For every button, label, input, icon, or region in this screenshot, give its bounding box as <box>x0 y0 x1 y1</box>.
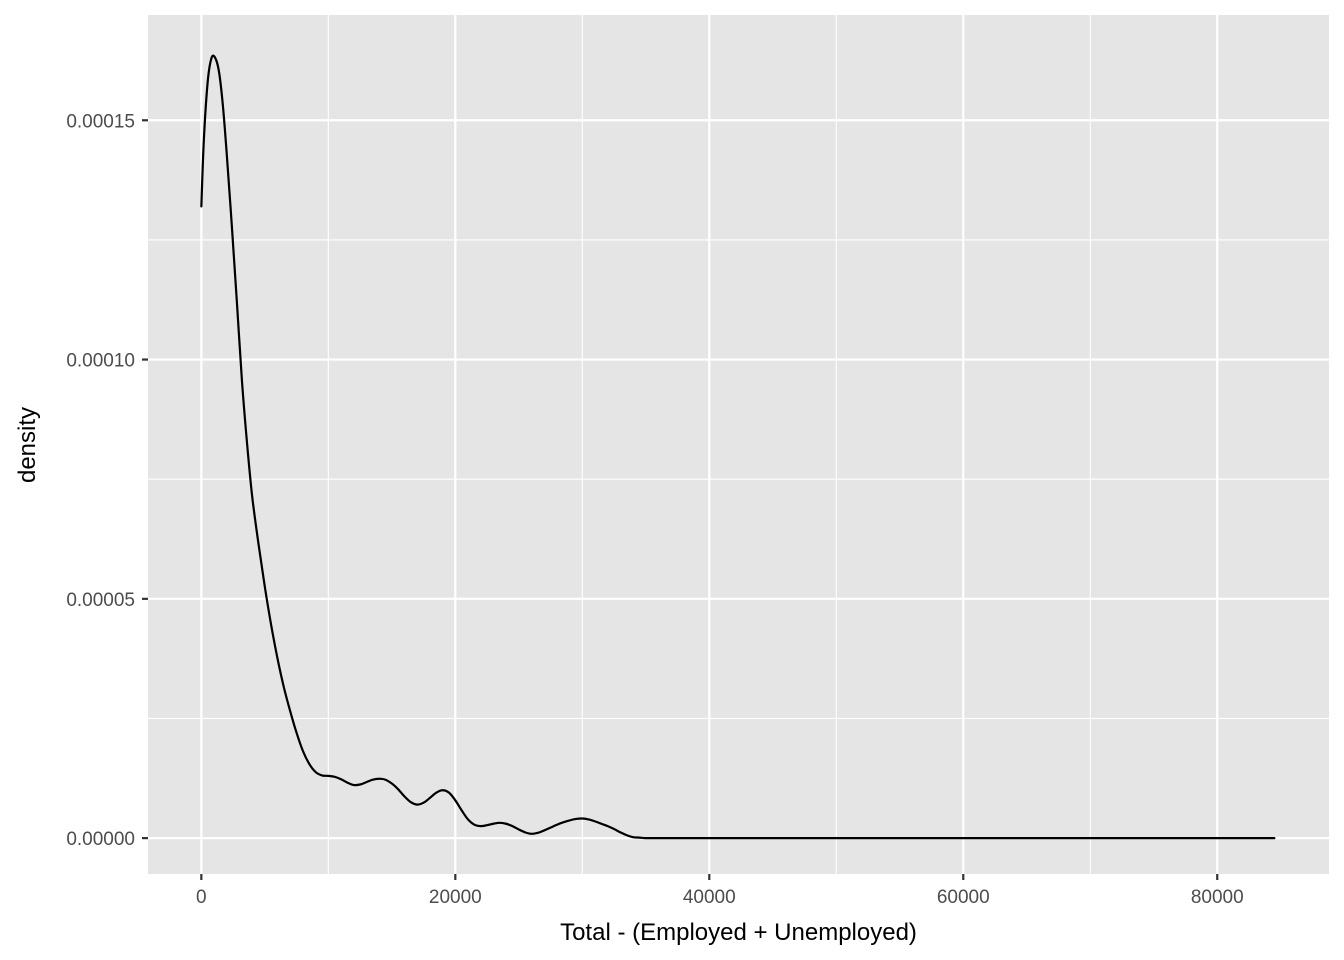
y-axis-title: density <box>14 407 41 483</box>
x-tick-label: 20000 <box>429 887 482 908</box>
y-tick-label: 0.00015 <box>66 111 135 132</box>
series-layer <box>200 54 1276 840</box>
x-tick-label: 0 <box>196 887 207 908</box>
y-tick-label: 0.00000 <box>66 829 135 850</box>
x-tick-label: 80000 <box>1191 887 1244 908</box>
density-line <box>200 54 1276 840</box>
minor-gridlines <box>148 15 1329 874</box>
plot-panel <box>148 15 1329 874</box>
y-axis: 0.00000 0.00005 0.00010 0.00015 <box>66 111 148 850</box>
y-tick-label: 0.00005 <box>66 590 135 611</box>
x-tick-label: 40000 <box>683 887 736 908</box>
x-axis: 0 20000 40000 60000 80000 <box>196 874 1244 908</box>
x-tick-label: 60000 <box>937 887 990 908</box>
x-axis-title: Total - (Employed + Unemployed) <box>560 919 917 946</box>
y-tick-label: 0.00010 <box>66 351 135 372</box>
